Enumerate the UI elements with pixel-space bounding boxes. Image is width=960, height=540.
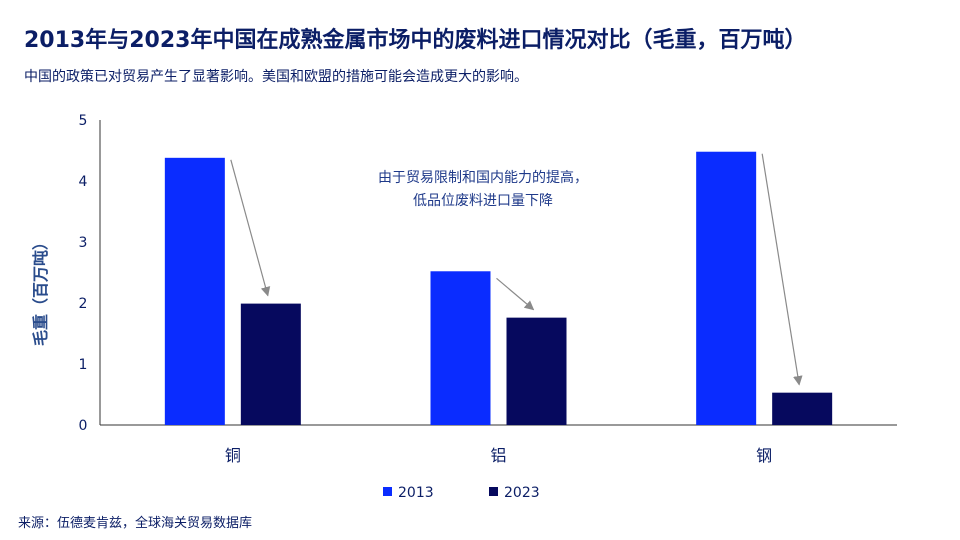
y-axis-ticks: 0 1 2 3 4 5: [79, 113, 88, 434]
legend: 2013 2023: [383, 485, 540, 501]
y-tick-label: 3: [79, 235, 88, 251]
trend-arrow: [761, 153, 803, 386]
legend-label-2013: 2013: [398, 485, 434, 501]
legend-swatch-2013: [383, 487, 392, 496]
annotation-line-1: 由于贸易限制和国内能力的提高，: [378, 169, 588, 186]
y-axis-label: 毛重（百万吨）: [31, 234, 50, 346]
legend-swatch-2023: [489, 487, 498, 496]
y-tick-label: 4: [79, 174, 88, 190]
bar-2023-2: [772, 392, 833, 425]
annotation-line-2: 低品位废料进口量下降: [413, 193, 553, 209]
source-note: 来源：伍德麦肯兹，全球海关贸易数据库: [18, 516, 253, 531]
bars: [164, 151, 833, 425]
trend-arrow: [230, 159, 271, 297]
bar-2023-0: [240, 303, 301, 425]
arrows: [230, 153, 803, 386]
trend-arrow: [496, 277, 535, 311]
chart-subtitle: 中国的政策已对贸易产生了显著影响。美国和欧盟的措施可能会造成更大的影响。: [24, 69, 528, 85]
category-label: 铝: [490, 446, 506, 465]
y-tick-label: 5: [79, 113, 88, 129]
bar-2023-1: [506, 317, 567, 425]
bar-2013-2: [696, 151, 757, 425]
y-tick-label: 1: [79, 357, 88, 373]
chart-title: 2013年与2023年中国在成熟金属市场中的废料进口情况对比（毛重，百万吨）: [24, 28, 807, 53]
category-labels: 铜铝钢: [225, 446, 772, 465]
category-label: 铜: [225, 446, 241, 465]
category-label: 钢: [756, 446, 772, 465]
legend-label-2023: 2023: [504, 485, 540, 501]
y-tick-label: 2: [79, 296, 88, 312]
bar-2013-1: [430, 271, 491, 425]
y-tick-label: 0: [79, 418, 88, 434]
bar-2013-0: [164, 157, 225, 425]
